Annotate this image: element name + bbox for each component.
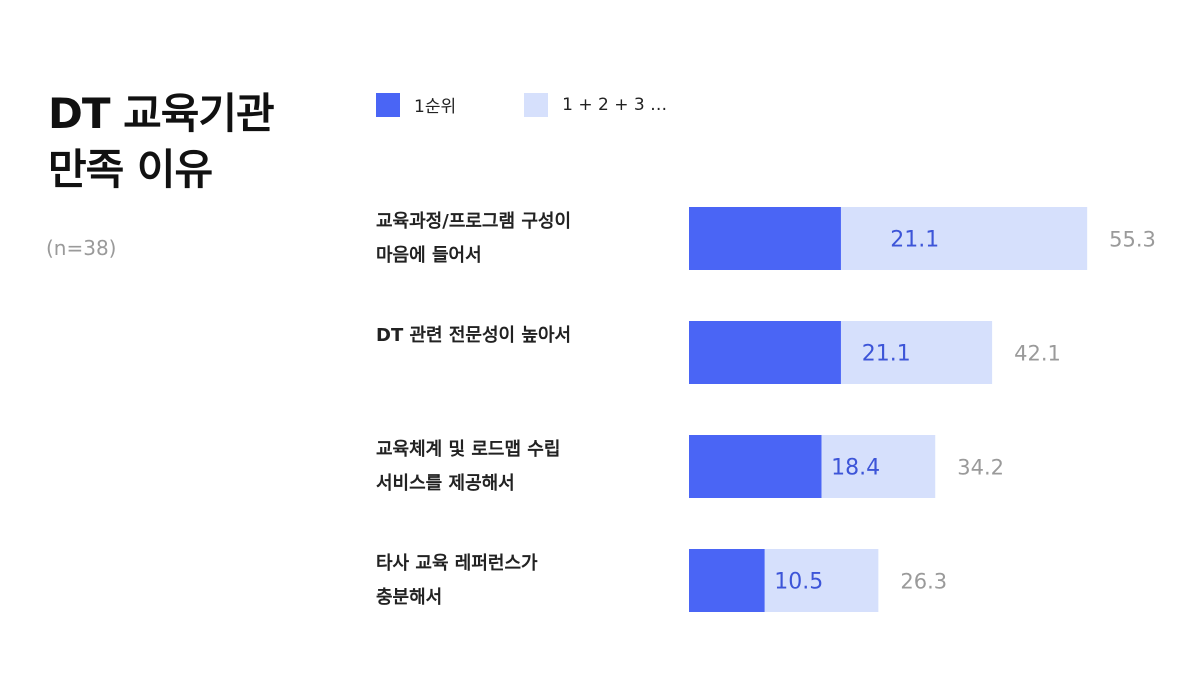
data-label-first-2: 21.1 [862,342,911,367]
sample-size: (n=38) [46,236,117,260]
data-label-total-4: 26.3 [900,570,947,594]
legend-label-first: 1순위 [414,97,457,117]
legend-label-total: 1 + 2 + 3 … [562,94,668,115]
legend-swatch-first [376,92,400,117]
legend: 1순위 1 + 2 + 3 … [376,92,735,117]
category-label-4-line-2: 충분해서 [376,587,442,608]
page-title: DT 교육기관 만족 이유 [48,86,275,198]
data-label-first-1: 21.1 [890,228,939,253]
bar-first-2 [689,321,841,384]
data-label-total-2: 42.1 [1014,342,1061,366]
bar-first-3 [689,435,822,498]
title-line-1: DT 교육기관 [48,89,275,138]
category-label-3-line-2: 서비스를 제공해서 [376,473,515,494]
legend-swatch-total [524,92,549,117]
category-label-2-line-1: DT 관련 전문성이 높아서 [376,325,571,346]
title-line-2: 만족 이유 [48,145,213,194]
data-label-total-1: 55.3 [1109,228,1156,252]
data-label-total-3: 34.2 [957,456,1004,480]
bar-first-1 [689,207,841,270]
category-label-1-line-2: 마음에 들어서 [376,245,482,266]
category-label-4-line-1: 타사 교육 레퍼런스가 [376,553,538,574]
data-label-first-3: 18.4 [831,456,880,481]
legend-item-total: 1 + 2 + 3 … [524,92,668,117]
data-label-first-4: 10.5 [774,570,823,595]
category-label-3-line-1: 교육체계 및 로드맵 수립 [376,439,560,460]
category-label-1-line-1: 교육과정/프로그램 구성이 [376,211,571,232]
legend-item-first: 1순위 [376,92,456,117]
bar-first-4 [689,549,765,612]
